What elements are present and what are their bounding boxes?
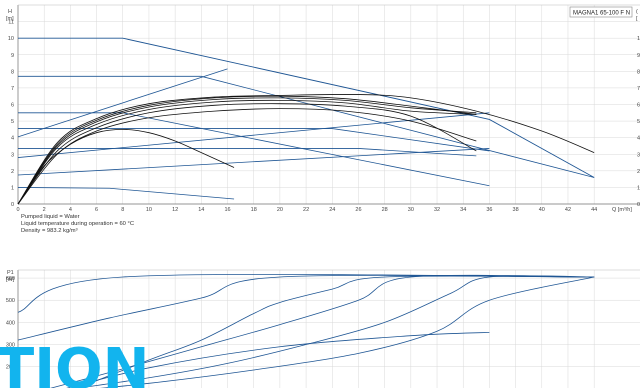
watermark-text: TION bbox=[0, 337, 150, 388]
head-pump-curve-5 bbox=[17, 97, 477, 205]
head-x-tick-label: 12 bbox=[172, 207, 178, 213]
head-x-tick-label: 16 bbox=[224, 207, 230, 213]
head-right-y-tick-label: 0 bbox=[637, 202, 640, 208]
head-pump-curve-7 bbox=[17, 94, 595, 205]
note-pumped-liquid: Pumped liquid = Water bbox=[21, 214, 80, 220]
head-x-tick-label: 28 bbox=[382, 207, 388, 213]
head-control-curve-2 bbox=[17, 68, 228, 138]
power-y-tick-label: 200 bbox=[6, 365, 15, 371]
head-x-tick-label: 14 bbox=[198, 207, 204, 213]
head-x-tick-label: 0 bbox=[16, 207, 19, 213]
head-y-tick-label: 3 bbox=[11, 152, 14, 158]
note-density: Density = 983.2 kg/m³ bbox=[21, 228, 78, 234]
head-y-tick-label: 4 bbox=[11, 136, 14, 142]
head-right-y-tick-label: 1 bbox=[637, 36, 640, 42]
head-x-tick-label: 10 bbox=[146, 207, 152, 213]
head-right-y-tick-label: 7 bbox=[637, 86, 640, 92]
head-right-y-tick-label: 2 bbox=[637, 169, 640, 175]
head-ylabel-line2: [m] bbox=[6, 16, 14, 22]
head-right-y-tick-label: 5 bbox=[637, 119, 640, 125]
head-right-y-tick-label: 4 bbox=[637, 136, 640, 142]
head-right-y-tick-label: 1 bbox=[637, 185, 640, 191]
head-x-tick-label: 30 bbox=[408, 207, 414, 213]
head-control-curve-8 bbox=[17, 187, 235, 200]
head-x-tick-label: 18 bbox=[251, 207, 257, 213]
head-control-curve-7 bbox=[17, 148, 490, 176]
power-curve-5 bbox=[75, 275, 595, 388]
head-pump-curve-3 bbox=[17, 103, 477, 205]
head-x-tick-label: 22 bbox=[303, 207, 309, 213]
power-tick-labels: 200 300 400 500 600 bbox=[6, 276, 15, 371]
power-y-tick-label: 300 bbox=[6, 343, 15, 349]
head-x-tick-label: 6 bbox=[95, 207, 98, 213]
model-label: MAGNA1 65-100 F N bbox=[573, 11, 630, 17]
head-x-tick-label: 34 bbox=[460, 207, 466, 213]
head-x-tick-label: 4 bbox=[69, 207, 72, 213]
head-pump-curve-1 bbox=[17, 128, 235, 205]
head-max-speed-envelope bbox=[18, 37, 595, 178]
model-label-box bbox=[569, 6, 633, 18]
power-ylabel-line1: P1 bbox=[7, 270, 14, 276]
head-tick-labels: 0 2 4 6 8 10 12 14 16 18 20 22 24 26 28 30 32 34 36 38 40 42 4… bbox=[8, 20, 640, 213]
head-x-tick-label: 26 bbox=[355, 207, 361, 213]
head-control-curve-4 bbox=[18, 128, 490, 152]
head-curves bbox=[17, 37, 595, 205]
head-x-tick-label: 24 bbox=[329, 207, 335, 213]
head-right-y-tick-label: 6 bbox=[637, 103, 640, 109]
head-x-tick-label: 8 bbox=[121, 207, 124, 213]
head-x-tick-label: 40 bbox=[539, 207, 545, 213]
power-curves bbox=[17, 273, 595, 388]
head-right-y-tick-label: 3 bbox=[637, 152, 640, 158]
note-liquid-temperature: Liquid temperature during operation = 60… bbox=[21, 221, 134, 227]
head-y-tick-label: 7 bbox=[11, 86, 14, 92]
head-control-curve-5 bbox=[18, 148, 477, 157]
head-y-tick-label: 10 bbox=[8, 36, 14, 42]
head-x-tick-label: 32 bbox=[434, 207, 440, 213]
head-x-tick-label: 20 bbox=[277, 207, 283, 213]
head-xlabel: Q [m³/h] bbox=[612, 207, 632, 213]
head-y-tick-label: 1 bbox=[11, 185, 14, 191]
head-y-tick-label: 2 bbox=[11, 169, 14, 175]
head-pump-curve-6 bbox=[17, 95, 477, 205]
power-ylabel-line2: [W] bbox=[6, 277, 15, 283]
head-y-tick-label: 9 bbox=[11, 53, 14, 59]
power-y-tick-label: 500 bbox=[6, 298, 15, 304]
head-x-tick-label: 44 bbox=[591, 207, 597, 213]
head-y-tick-label: 6 bbox=[11, 103, 14, 109]
head-right-ylabel-line2: [ bbox=[636, 16, 638, 22]
head-x-tick-label: 42 bbox=[565, 207, 571, 213]
power-curve-4 bbox=[49, 274, 595, 388]
head-y-tick-label: 8 bbox=[11, 69, 14, 75]
head-y-tick-label: 11 bbox=[8, 20, 14, 26]
head-y-tick-label: 0 bbox=[11, 202, 14, 208]
head-right-y-tick-label: 9 bbox=[637, 53, 640, 59]
power-y-tick-label: 600 bbox=[6, 276, 15, 282]
power-curve-6 bbox=[99, 276, 595, 388]
head-control-curve-6 bbox=[17, 112, 490, 158]
power-curve-7 bbox=[66, 331, 490, 388]
head-pump-curve-2 bbox=[17, 108, 477, 205]
power-y-tick-label: 400 bbox=[6, 320, 15, 326]
head-x-tick-label: 36 bbox=[486, 207, 492, 213]
head-pump-curve-4 bbox=[17, 99, 477, 205]
head-x-tick-label: 38 bbox=[513, 207, 519, 213]
head-right-ylabel-line1: ( bbox=[636, 9, 638, 15]
head-right-y-tick-label: 8 bbox=[637, 69, 640, 75]
head-ylabel-line1: H bbox=[8, 9, 12, 15]
head-y-tick-label: 5 bbox=[11, 119, 14, 125]
head-x-tick-label: 2 bbox=[43, 207, 46, 213]
